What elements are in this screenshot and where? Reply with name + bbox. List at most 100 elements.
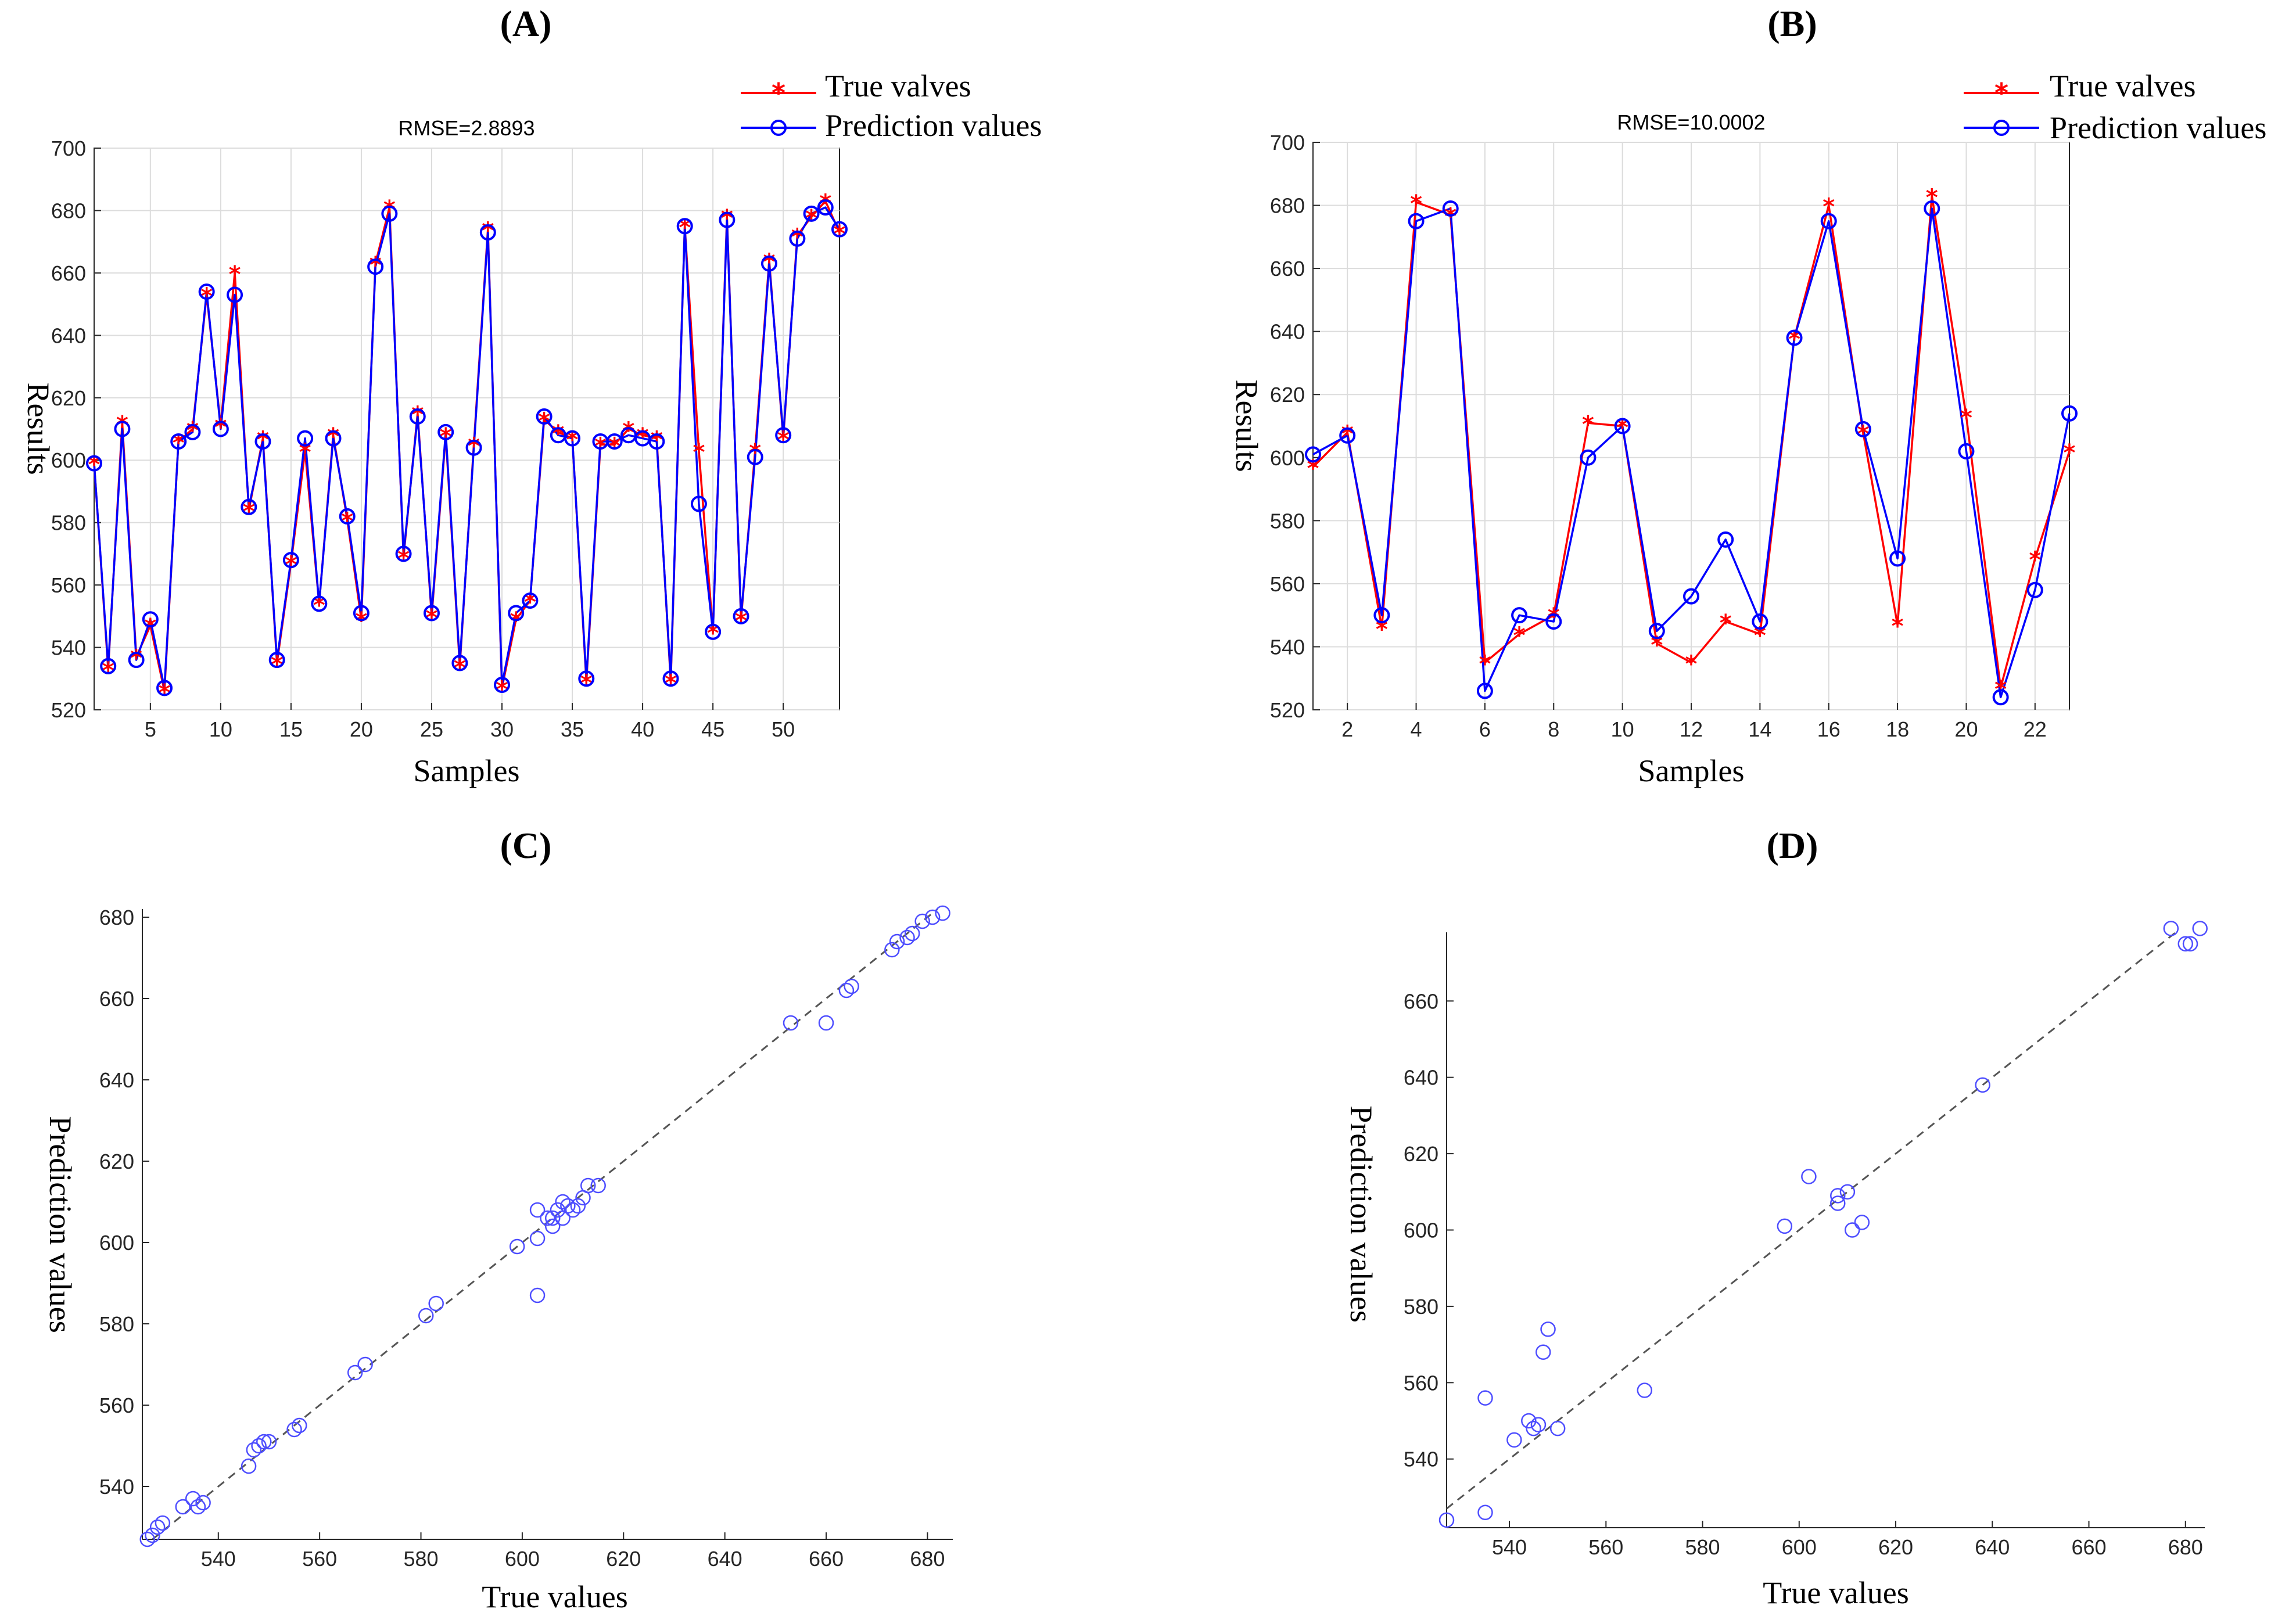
- panel-a-pred-point-circle: [606, 433, 623, 450]
- panel-c-ytick-label: 680: [99, 906, 134, 929]
- panel-a-ytick-label: 640: [51, 324, 86, 347]
- panel-b-pred-point-circle: [1648, 623, 1665, 640]
- panel-a-xtick-label: 50: [772, 717, 795, 741]
- panel-b-ytick-label: 680: [1270, 194, 1305, 218]
- panel-c-scatter-point: [155, 1515, 171, 1531]
- panel-d-ytick-label: 580: [1404, 1295, 1438, 1319]
- panel-c-scatter-point: [149, 1519, 166, 1535]
- panel-d-xtick-label: 580: [1685, 1535, 1720, 1559]
- panel-a-pred-point-circle: [198, 283, 215, 300]
- panel-b-pred-point-circle: [1614, 418, 1631, 434]
- panel-b-pred-point-circle: [1924, 200, 1940, 217]
- panel-d-scatter-point: [1975, 1077, 1990, 1093]
- panel-c-scatter-point: [570, 1198, 586, 1214]
- panel-a-true-point-star: *: [580, 670, 593, 697]
- panel-a-pred-point-circle: [170, 433, 187, 450]
- panel-a-pred-point-circle: [508, 605, 525, 622]
- panel-c-x-axis-title: True values: [482, 1579, 628, 1614]
- panel-c-xtick-label: 540: [201, 1547, 236, 1571]
- panel-d-scatter-point: [1477, 1504, 1493, 1520]
- panel-a-xtick-label: 35: [561, 717, 584, 741]
- panel-a-true-point-star: *: [88, 452, 101, 479]
- panel-a-true-point-star: *: [834, 221, 846, 247]
- panel-a-ytick-label: 620: [51, 386, 86, 410]
- panel-b-pred-point-circle: [1373, 607, 1390, 624]
- panel-a-true-point-star: *: [622, 418, 634, 444]
- panel-a-true-point-star: *: [665, 670, 677, 697]
- panel-b-pred-point-circle: [1717, 531, 1734, 548]
- panel-a-pred-point-circle: [184, 423, 201, 440]
- panel-c-xtick-label: 640: [708, 1547, 742, 1571]
- panel-b-pred-point-circle: [1442, 200, 1459, 217]
- panel-a-chart-title: RMSE=2.8893: [398, 116, 534, 140]
- panel-c-scatter-point: [889, 933, 905, 950]
- panel-d-scatter-point: [1844, 1222, 1860, 1238]
- panel-a-true-point-star: *: [679, 214, 691, 241]
- panel-c-scatter-point: [195, 1495, 211, 1511]
- panel-a-pred-point-circle: [423, 605, 440, 622]
- panel-b-xtick-label: 18: [1886, 717, 1909, 741]
- panel-d-points: [1438, 921, 2208, 1528]
- panel-label-d: (D): [1767, 825, 1818, 866]
- panel-c-scatter-point: [544, 1210, 561, 1226]
- panel-a-xtick-label: 10: [209, 717, 232, 741]
- panel-b-xtick-label: 16: [1817, 717, 1841, 741]
- panel-d-scatter-point: [1839, 1184, 1856, 1200]
- panel-b-true-series-line: [1312, 195, 2071, 689]
- panel-b-legend-pred-label: Prediction values: [2050, 110, 2266, 145]
- panel-a-true-point-star: *: [271, 651, 283, 678]
- panel-a-ytick-label: 660: [51, 261, 86, 285]
- panel-a-true-point-star: *: [538, 408, 550, 434]
- panel-d-x-axis-title: True values: [1763, 1575, 1909, 1610]
- panel-a-legend-pred-circle-icon: [770, 120, 787, 136]
- panel-a-pred-point-circle: [479, 224, 496, 241]
- panel-d-scatter-point: [1830, 1195, 1846, 1211]
- panel-c-scatter-point: [818, 1015, 834, 1031]
- panel-c-y-ticks: 540 560 580 600 620 640 660 680: [99, 906, 149, 1499]
- panel-b-ytick-label: 640: [1270, 320, 1305, 344]
- panel-d-scatter-point: [1506, 1432, 1522, 1448]
- panel-c-scatter-point: [418, 1308, 434, 1324]
- panel-c-scatter-point: [899, 929, 915, 946]
- panel-d-xtick-label: 600: [1782, 1535, 1817, 1559]
- panel-a-true-point-star: *: [749, 439, 761, 466]
- panel-a-legend-pred-label: Prediction values: [825, 108, 1042, 143]
- panel-a-pred-point-circle: [662, 670, 679, 687]
- panel-b-xtick-label: 20: [1954, 717, 1978, 741]
- panel-b-true-point-star: *: [1857, 421, 1869, 447]
- panel-d-scatter-point: [1535, 1344, 1551, 1360]
- panel-c-points: [139, 905, 950, 1547]
- panel-c-ytick-label: 600: [99, 1231, 134, 1255]
- panel-b-ytick-label: 660: [1270, 257, 1305, 281]
- panel-a-pred-point-circle: [747, 448, 763, 465]
- panel-b-pred-point-circle: [1580, 449, 1597, 466]
- panel-c-ytick-label: 620: [99, 1150, 134, 1173]
- panel-d-scatter-point: [1521, 1413, 1537, 1429]
- panel-b-ytick-label: 580: [1270, 509, 1305, 533]
- panel-c-scatter-point: [241, 1458, 257, 1474]
- panel-a-true-point-star: *: [693, 439, 705, 466]
- panel-c-scatter-point: [139, 1531, 155, 1547]
- panel-label-b: (B): [1767, 3, 1817, 44]
- panel-c-scatter-point: [357, 1356, 373, 1373]
- panel-a-pred-point-circle: [100, 658, 117, 674]
- panel-c-xtick-label: 560: [302, 1547, 337, 1571]
- panel-c-xtick-label: 620: [606, 1547, 641, 1571]
- panel-c-scatter-point: [884, 942, 900, 958]
- panel-a-pred-point-circle: [775, 427, 792, 444]
- panel-b-true-point-star: *: [1307, 455, 1319, 482]
- panel-b-x-axis-title: Samples: [1638, 753, 1745, 788]
- panel-b-legend-pred-circle-icon: [1993, 120, 2010, 136]
- panel-a-pred-point-circle: [395, 545, 412, 562]
- panel-b-legend: * True valves Prediction values: [1964, 69, 2266, 145]
- panel-c-scatter-point: [935, 905, 950, 921]
- panel-b-pred-point-circle: [1992, 689, 2009, 706]
- panel-c-xtick-label: 600: [505, 1547, 540, 1571]
- panel-a-pred-point-circle: [578, 670, 595, 687]
- panel-b-pred-point-circle: [2026, 581, 2043, 598]
- panel-a-pred-point-circle: [760, 255, 777, 272]
- panel-a-ytick-label: 580: [51, 511, 86, 535]
- panel-a-true-point-star: *: [566, 427, 579, 454]
- panel-b-pred-point-circle: [1683, 588, 1699, 605]
